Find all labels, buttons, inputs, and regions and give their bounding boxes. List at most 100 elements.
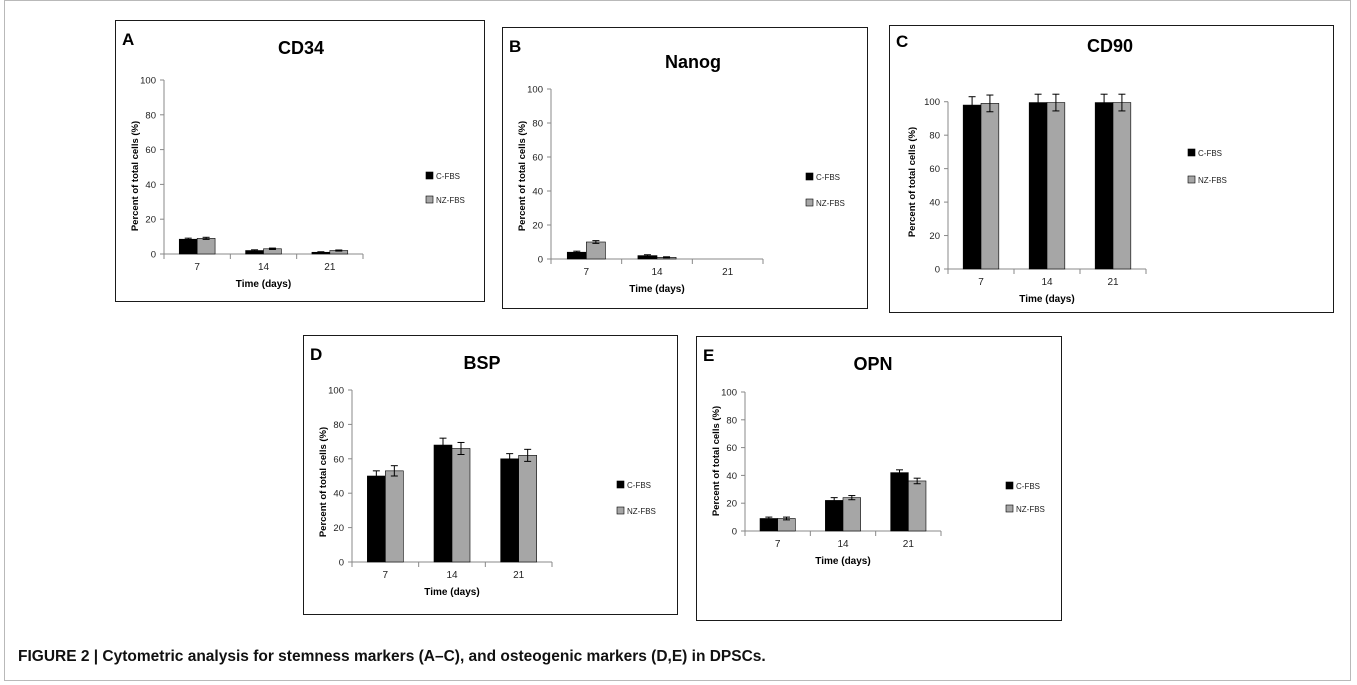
legend-label: NZ-FBS (627, 507, 656, 516)
x-tick-label: 14 (1041, 277, 1053, 288)
legend-swatch (616, 480, 625, 489)
panel-letter: E (703, 346, 714, 365)
y-tick-label: 0 (538, 255, 543, 266)
x-tick-label: 7 (978, 277, 984, 288)
legend-label: C-FBS (1016, 482, 1040, 491)
chart-svg: D BSP 0 20 40 60 80 100 7 14 21 Time (days) Percent … (310, 345, 656, 598)
legend-swatch (805, 198, 814, 207)
bar-nz-fbs (980, 103, 1000, 270)
bar-nz-fbs (1112, 102, 1132, 270)
y-tick-label: 20 (532, 221, 543, 232)
panel-letter: B (509, 37, 521, 56)
x-axis-label: Time (days) (424, 587, 479, 598)
y-tick-label: 80 (726, 415, 737, 426)
panel-letter: D (310, 345, 322, 364)
x-tick-label: 7 (584, 267, 590, 278)
legend-label: C-FBS (436, 172, 460, 181)
x-tick-label: 14 (837, 539, 849, 550)
x-axis-label: Time (days) (236, 279, 291, 290)
legend-label: C-FBS (1198, 149, 1222, 158)
chart-title: CD34 (278, 38, 324, 58)
legend-label: NZ-FBS (1016, 505, 1045, 514)
bar-c-fbs (500, 458, 519, 563)
bar-c-fbs (178, 238, 198, 255)
legend-swatch (1005, 481, 1014, 490)
x-tick-label: 21 (1107, 277, 1119, 288)
x-tick-label: 21 (722, 267, 734, 278)
bar-c-fbs (367, 475, 386, 563)
bar-nz-fbs (518, 455, 537, 563)
x-tick-label: 7 (775, 539, 781, 550)
legend-label: C-FBS (816, 173, 840, 182)
x-axis-label: Time (days) (815, 556, 870, 567)
bar-c-fbs (825, 500, 844, 532)
x-tick-label: 21 (903, 539, 915, 550)
y-tick-label: 80 (532, 119, 543, 130)
chart-svg: C CD90 0 20 40 60 80 100 7 14 21 Time (days) Percent… (896, 32, 1227, 305)
bar-c-fbs (962, 104, 982, 270)
y-axis-label: Percent of total cells (%) (130, 121, 141, 231)
panel-a: A CD34 0 20 40 60 80 100 7 14 21 Time (days) Percent… (115, 20, 485, 302)
y-tick-label: 20 (333, 523, 344, 534)
chart-svg: B Nanog 0 20 40 60 80 100 7 14 21 Time (days) Percen… (509, 37, 845, 295)
bar-nz-fbs (1046, 102, 1066, 270)
y-axis-label: Percent of total cells (%) (517, 121, 528, 231)
y-tick-label: 60 (145, 145, 156, 156)
y-tick-label: 20 (726, 499, 737, 510)
y-tick-label: 80 (145, 110, 156, 121)
y-axis-label: Percent of total cells (%) (711, 406, 722, 516)
x-tick-label: 7 (194, 262, 200, 273)
y-tick-label: 100 (527, 85, 543, 96)
bar-nz-fbs (586, 241, 606, 260)
x-tick-label: 14 (258, 262, 270, 273)
y-tick-label: 20 (929, 231, 940, 242)
y-tick-label: 60 (726, 443, 737, 454)
bar-nz-fbs (196, 238, 216, 255)
bar-nz-fbs (842, 497, 861, 532)
x-tick-label: 21 (513, 570, 525, 581)
y-tick-label: 60 (929, 164, 940, 175)
y-tick-label: 100 (924, 97, 940, 108)
bar-c-fbs (1094, 102, 1114, 270)
panel-letter: A (122, 30, 134, 49)
bar-nz-fbs (908, 480, 927, 532)
y-tick-label: 0 (732, 527, 737, 538)
panel-e: E OPN 0 20 40 60 80 100 7 14 21 Time (days) Percent … (696, 336, 1062, 621)
y-tick-label: 60 (532, 153, 543, 164)
y-tick-label: 80 (333, 420, 344, 431)
legend-label: NZ-FBS (1198, 176, 1227, 185)
panel-c: C CD90 0 20 40 60 80 100 7 14 21 Time (days) Percent… (889, 25, 1334, 313)
panel-d: D BSP 0 20 40 60 80 100 7 14 21 Time (days) Percent … (303, 335, 678, 615)
chart-title: CD90 (1087, 36, 1133, 56)
y-axis-label: Percent of total cells (%) (318, 427, 329, 537)
y-tick-label: 0 (339, 558, 344, 569)
panel-letter: C (896, 32, 908, 51)
y-tick-label: 80 (929, 131, 940, 142)
bar-c-fbs (1028, 102, 1048, 270)
x-tick-label: 14 (446, 570, 458, 581)
legend-swatch (425, 195, 434, 204)
y-tick-label: 20 (145, 215, 156, 226)
chart-svg: E OPN 0 20 40 60 80 100 7 14 21 Time (days) Percent … (703, 346, 1045, 567)
legend-swatch (805, 172, 814, 181)
x-axis-label: Time (days) (629, 284, 684, 295)
x-tick-label: 21 (324, 262, 336, 273)
chart-title: BSP (463, 353, 500, 373)
legend-label: NZ-FBS (436, 196, 465, 205)
y-tick-label: 40 (333, 489, 344, 500)
y-tick-label: 40 (929, 198, 940, 209)
y-tick-label: 40 (532, 187, 543, 198)
bar-nz-fbs (385, 470, 404, 563)
panel-b: B Nanog 0 20 40 60 80 100 7 14 21 Time (days) Percen… (502, 27, 868, 309)
chart-title: OPN (853, 354, 892, 374)
chart-title: Nanog (665, 52, 721, 72)
y-tick-label: 40 (145, 180, 156, 191)
legend-swatch (1005, 504, 1014, 513)
y-tick-label: 40 (726, 471, 737, 482)
figure-caption: FIGURE 2 | Cytometric analysis for stemn… (18, 648, 766, 665)
y-tick-label: 0 (935, 265, 940, 276)
legend-label: NZ-FBS (816, 199, 845, 208)
x-axis-label: Time (days) (1019, 294, 1074, 305)
legend-label: C-FBS (627, 481, 651, 490)
legend-swatch (1187, 175, 1196, 184)
